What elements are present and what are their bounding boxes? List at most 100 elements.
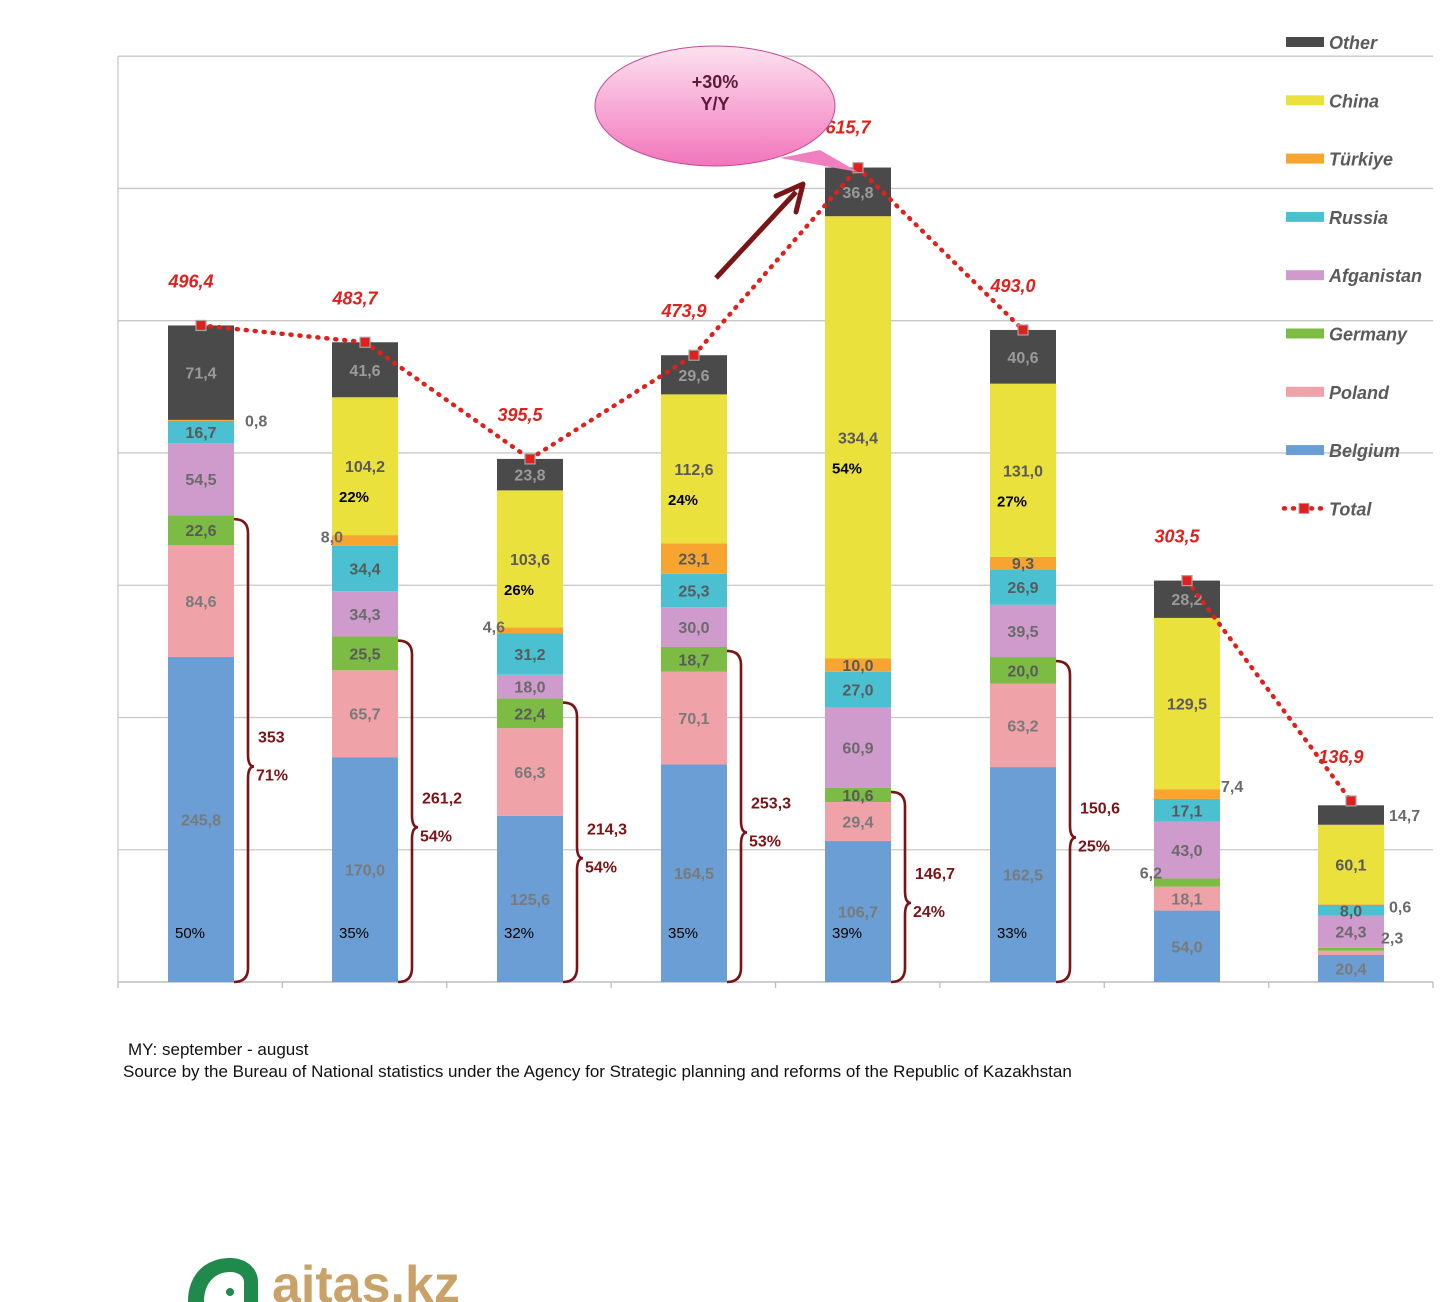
share-label: 39%: [832, 925, 862, 942]
brace-share-label: 53%: [749, 833, 781, 850]
bar-segment-afganistan: [497, 674, 563, 699]
segment-value-label: 106,7: [838, 904, 878, 921]
brace: [562, 701, 584, 984]
segment-value-label: 54,5: [185, 472, 216, 489]
callout-bubble: [780, 150, 858, 172]
segment-value-label: 10,6: [842, 788, 873, 805]
legend-swatch: [1286, 95, 1324, 106]
legend-label-trkiye: Türkiye: [1329, 150, 1393, 170]
legend-swatch: [1286, 386, 1324, 397]
bar-segment-trkiye: [332, 535, 398, 546]
segment-value-label: 60,1: [1335, 857, 1366, 874]
share-label: 27%: [997, 493, 1027, 510]
segment-value-label: 43,0: [1171, 843, 1202, 860]
brace-share-label: 25%: [1078, 839, 1110, 856]
segment-value-label: 334,4: [838, 430, 878, 447]
bar-segment-poland: [1318, 950, 1384, 956]
share-label: 35%: [339, 925, 369, 942]
total-point: [1181, 574, 1193, 587]
segment-value-label: 104,2: [345, 459, 385, 476]
total-line-segment: [527, 352, 697, 462]
segment-value-label: 8,0: [321, 529, 343, 546]
brace: [233, 517, 255, 984]
bar-segment-belgium: [168, 656, 234, 982]
growth-arrow: [714, 190, 798, 280]
segment-value-label: 27,0: [842, 683, 873, 700]
segment-value-label: 65,7: [349, 707, 380, 724]
bar-segment-belgium: [1318, 955, 1384, 982]
brace-value-label: 261,2: [422, 790, 462, 807]
logo-text: aitas.kz: [272, 1256, 460, 1302]
bar-segment-afganistan: [990, 604, 1056, 658]
legend-swatch: [1286, 153, 1324, 164]
total-value-label: 496,4: [167, 271, 213, 291]
total-line: 496,4 483,7 395,5 473,9 615,7 493,0 303,5 136,9: [167, 118, 1364, 807]
segment-value-label: 25,3: [678, 584, 709, 601]
segment-value-label: 54,0: [1171, 939, 1202, 956]
total-point: [688, 349, 700, 361]
legend-swatch: [1286, 211, 1324, 222]
bar-segment-afganistan: [661, 607, 727, 647]
segment-value-label: 71,4: [185, 366, 216, 383]
segment-value-label: 0,8: [245, 413, 267, 430]
legend-swatch: [1286, 37, 1324, 47]
bar-segment-other: [661, 355, 727, 395]
bar-segment-russia: [990, 569, 1056, 605]
bar-segment-germany: [332, 636, 398, 671]
bar-segment-russia: [332, 545, 398, 592]
bar-segment-russia: [661, 573, 727, 608]
brace-value-label: 146,7: [915, 866, 955, 883]
total-value-label: 136,9: [1318, 747, 1363, 767]
total-point: [359, 336, 371, 348]
legend-label-afganistan: Afganistan: [1328, 266, 1422, 286]
segment-value-label: 112,6: [674, 462, 713, 479]
segment-value-label: 4,6: [483, 619, 505, 636]
bar-segment-belgium: [825, 840, 891, 982]
bar-segment-belgium: [661, 764, 727, 982]
legend-label-russia: Russia: [1329, 208, 1388, 228]
bar-segment-belgium: [1154, 910, 1220, 982]
bar-segment-afganistan: [1318, 915, 1384, 948]
bar-segment-other: [168, 325, 234, 420]
bar-segment-germany: [1154, 878, 1220, 887]
bar-segment-poland: [990, 683, 1056, 768]
brace-value-label: 150,6: [1080, 801, 1120, 818]
brace: [890, 790, 912, 984]
segment-value-label: 22,4: [514, 706, 545, 723]
segment-value-label: 39,5: [1007, 624, 1038, 641]
total-point: [1345, 795, 1357, 807]
bar-segment-russia: [1318, 905, 1384, 916]
segment-value-label: 2,3: [1381, 930, 1403, 947]
aitas-logo-icon: [188, 1258, 258, 1302]
legend-label-germany: Germany: [1329, 325, 1408, 345]
bar-segment-afganistan: [1154, 821, 1220, 879]
segment-value-label: 103,6: [510, 552, 550, 569]
segment-value-label: 129,5: [1167, 697, 1207, 714]
legend-label-china: China: [1329, 91, 1379, 111]
total-point: [852, 162, 864, 174]
bar-segment-germany: [825, 787, 891, 802]
segment-value-label: 23,8: [514, 468, 545, 485]
brace: [726, 649, 748, 984]
segment-value-label: 0,6: [1389, 900, 1411, 917]
bar-segment-poland: [168, 545, 234, 657]
footnote-source: Source by the Bureau of National statist…: [123, 1062, 1072, 1081]
segment-value-label: 20,4: [1335, 962, 1366, 979]
bar-segment-poland: [332, 670, 398, 758]
total-line-segment: [691, 165, 861, 358]
brace: [1055, 659, 1077, 984]
segment-value-label: 9,3: [1012, 556, 1034, 573]
braces: 353 71% 261,2 54% 214,3 54% 253,3 53% 146,7 24% 15…: [233, 517, 1120, 984]
bar-segment-germany: [168, 515, 234, 546]
total-line-segment: [362, 340, 533, 462]
total-value-label: 483,7: [331, 288, 378, 308]
callout-line1: +30%: [692, 72, 739, 92]
segment-value-label: 60,9: [842, 741, 873, 758]
segment-value-label: 70,1: [678, 711, 709, 728]
bar-segment-russia: [497, 633, 563, 675]
segment-labels: 245,8 50% 84,6 22,6 54,5 16,7 0,8 71,4 170,0 35% 6…: [175, 185, 1420, 979]
share-label: 32%: [504, 925, 534, 942]
bar-segment-germany: [661, 646, 727, 672]
legend-label-poland: Poland: [1329, 383, 1390, 403]
bar-segment-belgium: [990, 767, 1056, 982]
